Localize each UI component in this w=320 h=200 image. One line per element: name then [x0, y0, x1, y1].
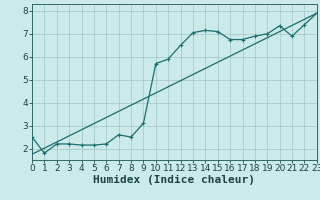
X-axis label: Humidex (Indice chaleur): Humidex (Indice chaleur) — [93, 175, 255, 185]
